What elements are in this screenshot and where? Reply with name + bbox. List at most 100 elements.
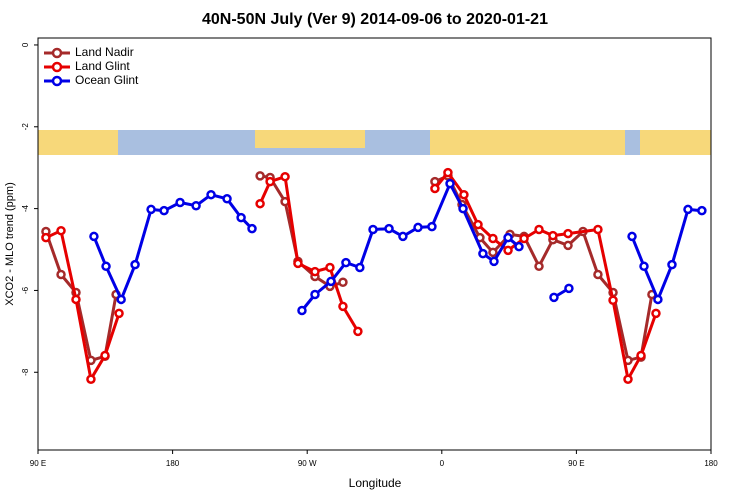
point xyxy=(101,261,111,272)
point xyxy=(398,231,408,242)
point xyxy=(325,262,335,273)
point xyxy=(639,261,649,272)
point xyxy=(593,269,603,280)
point xyxy=(473,219,483,230)
point xyxy=(326,276,336,287)
x-tick-label: 0 xyxy=(440,459,445,468)
legend-marker xyxy=(51,61,63,73)
point xyxy=(443,167,453,178)
point xyxy=(338,277,348,288)
point xyxy=(236,212,246,223)
point xyxy=(413,222,423,233)
point xyxy=(191,200,201,211)
map-land xyxy=(38,130,118,155)
point xyxy=(293,258,303,269)
legend-label: Land Glint xyxy=(75,59,130,73)
point xyxy=(116,294,126,305)
legend-label: Ocean Glint xyxy=(75,73,139,87)
point xyxy=(549,292,559,303)
point xyxy=(89,231,99,242)
point xyxy=(100,350,110,361)
map-land xyxy=(430,130,625,155)
y-tick-label: -2 xyxy=(21,123,30,131)
point xyxy=(265,176,275,187)
x-tick-label: 90 W xyxy=(298,459,317,468)
point xyxy=(564,283,574,294)
point xyxy=(114,308,124,319)
point xyxy=(503,232,513,243)
point xyxy=(548,230,558,241)
point xyxy=(175,197,185,208)
point xyxy=(355,262,365,273)
point xyxy=(41,232,51,243)
point xyxy=(563,240,573,251)
legend-marker xyxy=(51,47,63,59)
point xyxy=(206,189,216,200)
point xyxy=(503,245,513,256)
point xyxy=(56,269,66,280)
point xyxy=(341,257,351,268)
chart-title: 40N-50N July (Ver 9) 2014-09-06 to 2020-… xyxy=(202,11,548,28)
point xyxy=(627,231,637,242)
y-tick-label: -8 xyxy=(21,368,30,376)
point xyxy=(445,178,455,189)
map-land xyxy=(255,130,365,148)
x-tick-label: 180 xyxy=(166,459,180,468)
map-strip xyxy=(38,130,711,155)
point xyxy=(353,326,363,337)
point xyxy=(519,233,529,244)
point xyxy=(651,308,661,319)
x-tick-label: 90 E xyxy=(568,459,584,468)
legend-marker xyxy=(51,75,63,87)
x-axis-label: Longitude xyxy=(349,476,402,490)
point xyxy=(608,295,618,306)
point xyxy=(56,225,66,236)
point xyxy=(146,204,156,215)
point xyxy=(488,233,498,244)
point xyxy=(623,374,633,384)
point xyxy=(86,374,96,384)
point xyxy=(636,350,646,361)
point xyxy=(534,224,544,235)
point xyxy=(368,224,378,235)
point xyxy=(310,289,320,300)
point xyxy=(514,241,524,252)
point xyxy=(478,248,488,259)
point xyxy=(697,205,707,216)
point xyxy=(297,305,307,316)
point xyxy=(488,247,498,258)
point xyxy=(247,223,257,234)
point xyxy=(255,198,265,209)
y-tick-label: 0 xyxy=(21,42,30,47)
point xyxy=(430,183,440,194)
y-tick-label: -4 xyxy=(21,205,30,213)
map-land xyxy=(640,130,711,155)
point xyxy=(159,205,169,216)
y-tick-label: -6 xyxy=(21,286,30,294)
point xyxy=(71,294,81,305)
series-line xyxy=(45,171,658,381)
x-tick-label: 180 xyxy=(704,459,718,468)
point xyxy=(683,204,693,215)
point xyxy=(489,256,499,267)
point xyxy=(384,223,394,234)
point xyxy=(310,266,320,277)
point xyxy=(534,261,544,272)
point xyxy=(593,224,603,235)
point xyxy=(130,259,140,270)
point xyxy=(427,221,437,232)
point xyxy=(280,171,290,182)
point xyxy=(667,259,677,270)
point xyxy=(653,294,663,305)
point xyxy=(222,194,232,204)
point xyxy=(563,228,573,239)
point xyxy=(338,301,348,312)
legend-label: Land Nadir xyxy=(75,45,134,59)
x-tick-label: 90 E xyxy=(30,459,46,468)
plot-frame xyxy=(37,37,712,451)
series-line xyxy=(92,182,703,312)
point xyxy=(255,171,265,181)
point xyxy=(459,189,469,200)
point xyxy=(458,203,468,214)
